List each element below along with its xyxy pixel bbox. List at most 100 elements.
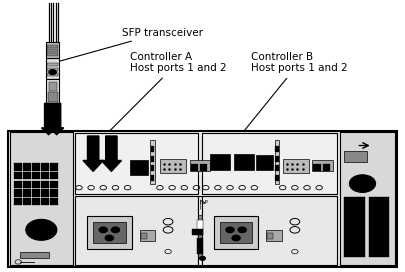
Circle shape: [200, 256, 205, 260]
Bar: [32, 198, 40, 205]
Bar: [214, 216, 258, 249]
Bar: [47, 45, 58, 48]
Bar: [14, 172, 22, 179]
Bar: [20, 252, 49, 258]
Bar: [197, 238, 203, 254]
Polygon shape: [93, 222, 126, 243]
Bar: [192, 229, 203, 235]
Bar: [50, 163, 58, 171]
Bar: [47, 73, 58, 76]
Bar: [23, 189, 31, 197]
Bar: [266, 230, 282, 241]
Circle shape: [49, 70, 56, 75]
Bar: [41, 163, 49, 171]
Bar: [14, 189, 22, 197]
Bar: [41, 189, 49, 197]
Circle shape: [26, 220, 57, 240]
Bar: [202, 133, 337, 194]
Circle shape: [350, 175, 375, 192]
Bar: [267, 233, 273, 239]
Bar: [47, 63, 58, 66]
Text: SFP transceiver: SFP transceiver: [58, 28, 202, 62]
Bar: [200, 164, 207, 171]
Bar: [344, 151, 367, 162]
Bar: [130, 160, 148, 175]
Bar: [344, 197, 364, 257]
FancyArrow shape: [101, 136, 122, 171]
Bar: [275, 175, 279, 181]
Bar: [234, 154, 254, 170]
Bar: [48, 92, 58, 102]
Bar: [197, 220, 203, 235]
Text: Controller A
Host ports 1 and 2: Controller A Host ports 1 and 2: [109, 52, 226, 131]
Bar: [313, 164, 321, 171]
Bar: [340, 132, 395, 265]
Circle shape: [232, 235, 240, 241]
Bar: [75, 196, 198, 265]
Bar: [50, 198, 58, 205]
Text: 1-P: 1-P: [200, 200, 208, 205]
Bar: [32, 172, 40, 179]
Bar: [87, 216, 132, 249]
Circle shape: [99, 227, 107, 233]
Bar: [10, 132, 73, 265]
Bar: [160, 159, 186, 173]
Bar: [14, 163, 22, 171]
Bar: [32, 163, 40, 171]
Bar: [75, 133, 198, 194]
Bar: [256, 155, 273, 170]
Bar: [47, 49, 58, 52]
Bar: [46, 58, 59, 79]
Bar: [50, 172, 58, 179]
Bar: [32, 189, 40, 197]
Polygon shape: [220, 222, 252, 243]
Circle shape: [111, 227, 119, 233]
Bar: [140, 230, 155, 241]
Bar: [151, 146, 154, 152]
Bar: [275, 165, 279, 171]
Bar: [14, 181, 22, 188]
Bar: [275, 146, 279, 152]
Text: Controller B
Host ports 1 and 2: Controller B Host ports 1 and 2: [244, 52, 348, 131]
Bar: [202, 196, 337, 265]
Bar: [275, 156, 279, 162]
Bar: [275, 140, 279, 184]
Bar: [323, 164, 330, 171]
Bar: [50, 189, 58, 197]
Bar: [8, 131, 397, 267]
Bar: [50, 181, 58, 188]
Bar: [23, 181, 31, 188]
Circle shape: [226, 227, 234, 233]
Bar: [312, 160, 333, 171]
Bar: [41, 198, 49, 205]
Bar: [23, 172, 31, 179]
Circle shape: [105, 235, 113, 241]
Bar: [32, 181, 40, 188]
FancyArrow shape: [50, 103, 64, 135]
Bar: [46, 79, 59, 105]
Bar: [141, 233, 147, 239]
Bar: [283, 159, 309, 173]
Circle shape: [238, 227, 246, 233]
Bar: [151, 156, 154, 162]
Bar: [151, 165, 154, 171]
Bar: [46, 42, 59, 58]
Bar: [190, 160, 210, 171]
Bar: [369, 197, 389, 257]
Bar: [198, 215, 202, 257]
Bar: [198, 196, 202, 265]
Bar: [14, 198, 22, 205]
FancyArrow shape: [42, 103, 56, 135]
Bar: [191, 164, 198, 171]
Bar: [150, 140, 155, 184]
Bar: [23, 198, 31, 205]
Bar: [210, 154, 230, 170]
Bar: [41, 172, 49, 179]
Bar: [23, 163, 31, 171]
Bar: [47, 53, 58, 56]
Bar: [47, 68, 58, 71]
FancyArrow shape: [83, 136, 103, 171]
Bar: [151, 175, 154, 181]
Text: Fw: Fw: [199, 200, 206, 205]
Bar: [49, 82, 57, 91]
